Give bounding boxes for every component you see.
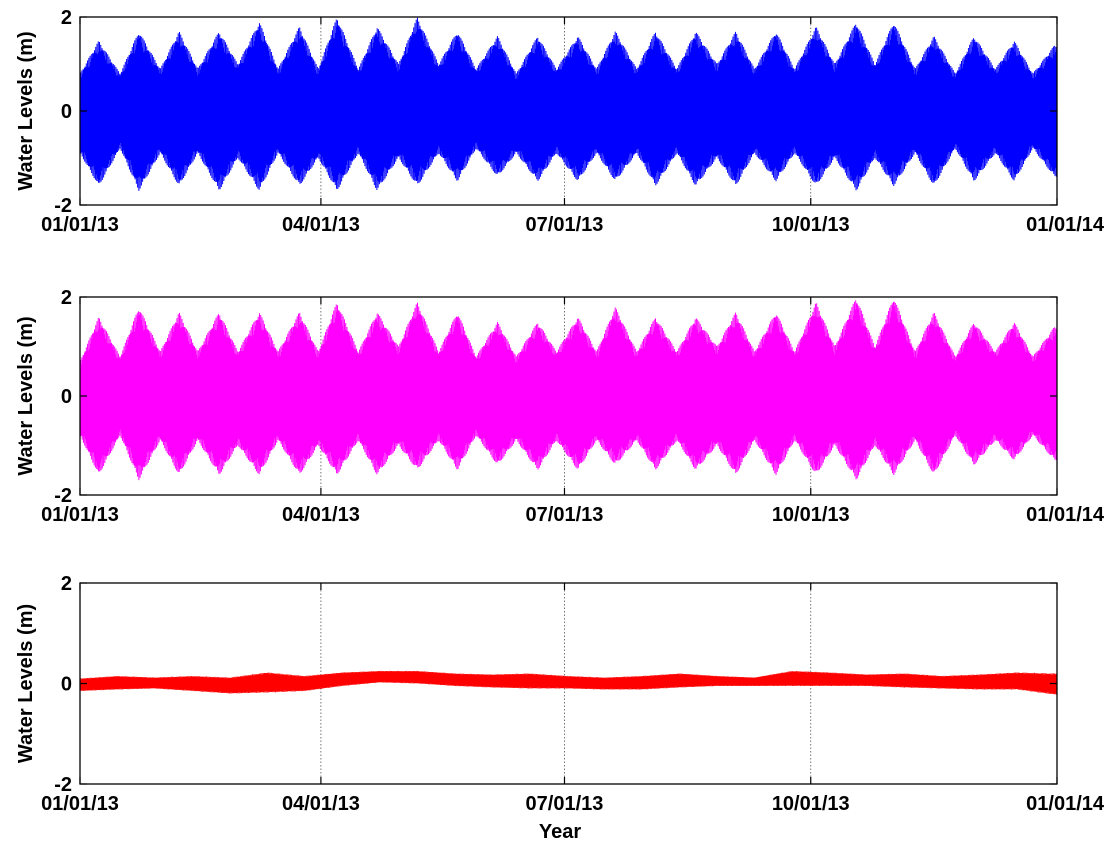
y-ticks: -2 0 2 xyxy=(54,573,1057,796)
x-tick-label: 01/01/13 xyxy=(41,214,119,236)
x-tick-label: 10/01/13 xyxy=(772,793,850,815)
subplot-1: -202 01/01/13 04/01/13 07/01/13 10/01/13 01/… xyxy=(15,7,1105,236)
y-tick-label: 0 xyxy=(61,386,72,408)
x-ticks: 01/01/13 04/01/13 07/01/13 10/01/13 01/01/14 xyxy=(41,17,1105,236)
x-axis-label: Year xyxy=(539,821,581,843)
x-tick-label: 10/01/13 xyxy=(772,504,850,526)
x-tick-label: 01/01/13 xyxy=(41,793,119,815)
series-line xyxy=(80,17,1057,191)
x-tick-label: 07/01/13 xyxy=(526,504,604,526)
x-tick-label: 07/01/13 xyxy=(526,214,604,236)
x-ticks: 01/01/13 04/01/13 07/01/13 10/01/13 01/01/14 xyxy=(41,297,1105,526)
y-tick-label: 0 xyxy=(61,101,72,123)
series-line xyxy=(80,670,1057,695)
y-axis-label: Water Levels (m) xyxy=(15,604,37,763)
x-tick-label: 01/01/14 xyxy=(1026,504,1105,526)
y-tick-label: -2 xyxy=(54,774,72,796)
x-tick-label: 10/01/13 xyxy=(772,214,850,236)
x-tick-label: 01/01/14 xyxy=(1026,214,1105,236)
series-line xyxy=(80,300,1057,481)
subplot-3: -202 01/01/13 04/01/13 07/01/13 10/01/13 01/… xyxy=(15,573,1105,815)
x-tick-label: 04/01/13 xyxy=(282,793,360,815)
y-ticks: -2 0 2 xyxy=(54,7,1057,217)
y-tick-label: 2 xyxy=(61,287,72,309)
x-ticks: 01/01/13 04/01/13 07/01/13 10/01/13 01/01/14 xyxy=(41,583,1105,815)
y-tick-label: 2 xyxy=(61,573,72,595)
x-tick-label: 07/01/13 xyxy=(526,793,604,815)
y-ticks: -2 0 2 xyxy=(54,287,1057,507)
x-tick-label: 01/01/13 xyxy=(41,504,119,526)
x-tick-label: 01/01/14 xyxy=(1026,793,1105,815)
y-tick-label: 2 xyxy=(61,7,72,29)
y-tick-label: -2 xyxy=(54,485,72,507)
y-tick-label: -2 xyxy=(54,195,72,217)
y-axis-label: Water Levels (m) xyxy=(15,316,37,475)
x-tick-label: 04/01/13 xyxy=(282,504,360,526)
subplot-2: -202 01/01/13 04/01/13 07/01/13 10/01/13 01/… xyxy=(15,287,1105,526)
y-axis-label: Water Levels (m) xyxy=(15,31,37,190)
y-tick-label: 0 xyxy=(61,674,72,696)
x-tick-label: 04/01/13 xyxy=(282,214,360,236)
